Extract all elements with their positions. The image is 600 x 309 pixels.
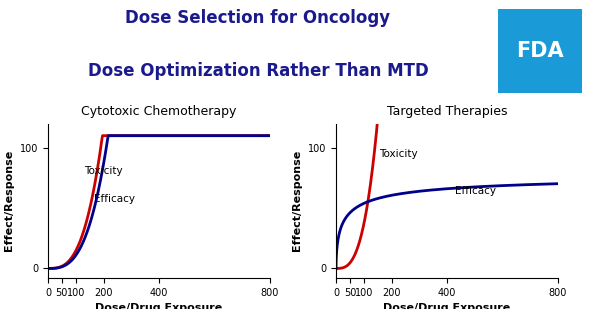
Y-axis label: Effect/Response: Effect/Response (292, 150, 302, 252)
X-axis label: Dose/Drug Exposure: Dose/Drug Exposure (383, 303, 511, 309)
Text: Dose Optimization Rather Than MTD: Dose Optimization Rather Than MTD (88, 62, 428, 80)
Title: Cytotoxic Chemotherapy: Cytotoxic Chemotherapy (82, 105, 236, 118)
Y-axis label: Effect/Response: Effect/Response (4, 150, 14, 252)
Text: FDA: FDA (516, 41, 564, 61)
Text: Efficacy: Efficacy (94, 194, 135, 204)
Text: Toxicity: Toxicity (84, 166, 123, 176)
Text: Dose Selection for Oncology: Dose Selection for Oncology (125, 9, 391, 27)
Title: Targeted Therapies: Targeted Therapies (387, 105, 507, 118)
Text: Toxicity: Toxicity (379, 149, 418, 159)
Text: Efficacy: Efficacy (455, 186, 496, 196)
X-axis label: Dose/Drug Exposure: Dose/Drug Exposure (95, 303, 223, 309)
